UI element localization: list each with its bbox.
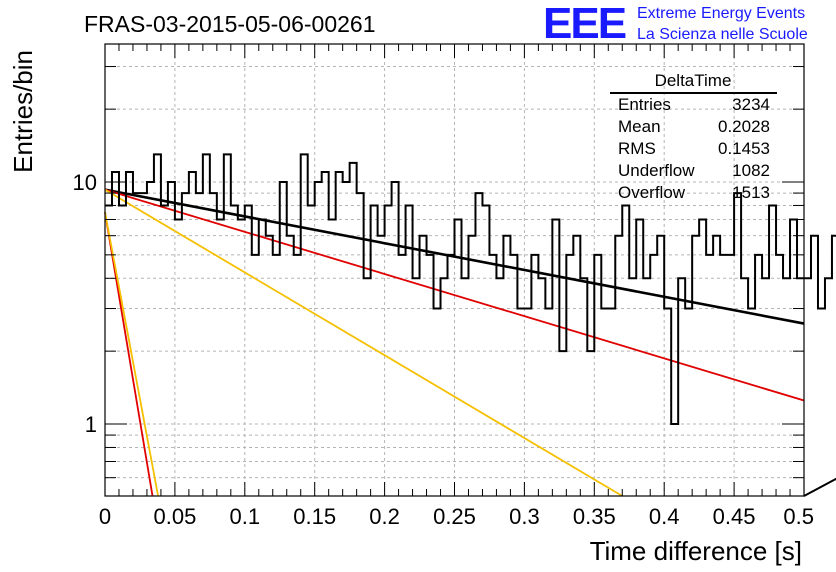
x-tick-label: 0.3 [509, 504, 540, 529]
histogram-outline [105, 153, 836, 497]
stats-box-title: DeltaTime [655, 71, 732, 90]
eee-logo: EEE Extreme Energy Events La Scienza nel… [543, 0, 808, 48]
fit-line [104, 212, 160, 497]
x-tick-label: 0.35 [573, 504, 616, 529]
x-axis-label: Time difference [s] [590, 536, 802, 566]
x-tick-label: 0.1 [230, 504, 261, 529]
stats-label: Mean [618, 117, 661, 136]
stats-label: Overflow [618, 183, 686, 202]
x-tick-label: 0.2 [369, 504, 400, 529]
x-tick-label: 0 [99, 504, 111, 529]
x-tick-label: 0.25 [433, 504, 476, 529]
x-tick-label: 0.4 [649, 504, 680, 529]
eee-logo-line1: Extreme Energy Events [637, 5, 805, 22]
fit-line [104, 188, 623, 497]
chart-title: FRAS-03-2015-05-06-00261 [84, 11, 376, 37]
y-tick-label: 10 [73, 170, 97, 195]
x-tick-labels: 0 0.05 0.1 0.15 0.2 0.25 0.3 0.35 0.4 0.45 0.5 [99, 504, 814, 529]
eee-logo-line2: La Scienza nelle Scuole [637, 26, 808, 43]
stats-label: RMS [618, 139, 656, 158]
fit-line [104, 212, 154, 497]
stats-value: 0.1453 [718, 139, 770, 158]
axis-ticks [104, 44, 805, 496]
x-tick-label: 0.15 [293, 504, 336, 529]
histogram [105, 153, 836, 497]
stats-box: DeltaTime Entries 3234 Mean 0.2028 RMS 0.1453… [610, 71, 777, 202]
stats-label: Entries [618, 95, 671, 114]
x-tick-label: 0.05 [153, 504, 196, 529]
fit-line [104, 188, 805, 325]
x-tick-label: 0.45 [713, 504, 756, 529]
stats-value: 0.2028 [718, 117, 770, 136]
stats-value: 1082 [732, 161, 770, 180]
stats-value: 3234 [732, 95, 770, 114]
grid-lines [105, 44, 804, 496]
fit-line [104, 188, 805, 402]
fit-lines [104, 188, 805, 497]
eee-logo-mark: EEE [543, 0, 626, 48]
y-tick-label: 1 [85, 412, 97, 437]
y-tick-labels: 1 10 [73, 170, 97, 437]
stats-label: Underflow [618, 161, 695, 180]
y-axis-label: Entries/bin [8, 50, 38, 173]
stats-box-rows: Entries 3234 Mean 0.2028 RMS 0.1453 Underflow 1… [618, 95, 770, 202]
x-tick-label: 0.5 [783, 504, 814, 529]
stats-value: 1513 [732, 183, 770, 202]
